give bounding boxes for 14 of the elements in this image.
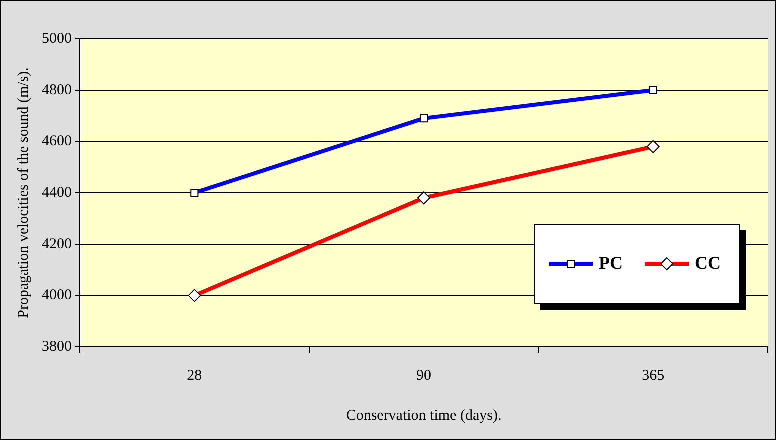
x-tick-label: 28 [187, 368, 202, 384]
y-tick-label: 4200 [42, 236, 72, 252]
x-tick-label: 90 [416, 368, 432, 384]
y-axis-title: Propagation velocities of the sound (m/s). [16, 68, 32, 318]
y-tick-label: 4800 [42, 82, 72, 98]
legend-label: CC [695, 253, 721, 274]
y-tick-label: 3800 [42, 338, 72, 355]
y-tick-label: 5000 [42, 30, 72, 47]
y-tick-label: 4000 [42, 288, 72, 304]
y-tick-label: 4400 [42, 184, 72, 201]
x-tick-label: 365 [642, 368, 665, 384]
legend-label: PC [599, 253, 623, 274]
x-axis-title: Conservation time (days). [346, 408, 502, 424]
y-tick-label: 4600 [42, 134, 72, 150]
